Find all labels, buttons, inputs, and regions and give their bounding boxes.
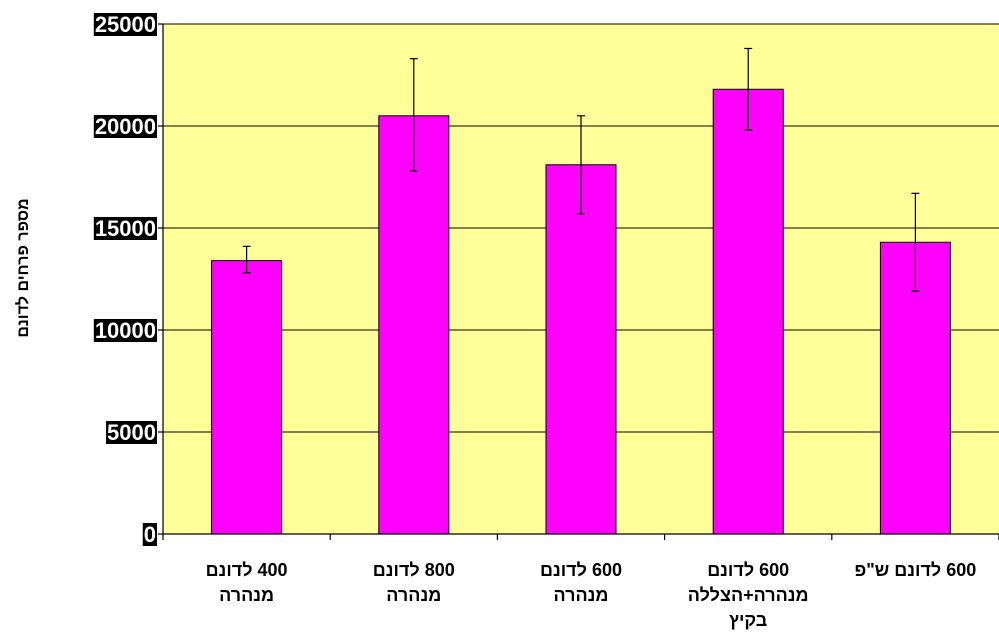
y-tick-text: 5000 [107, 420, 156, 445]
bar-4 [712, 88, 784, 535]
bars [211, 88, 951, 535]
x-tick-labels: 400 לדונם מנהרה 800 לדונם מנהרה 600 לדונם מנה… [206, 560, 977, 630]
bar-2 [378, 115, 450, 535]
error-bars [242, 47, 920, 292]
y-axis-label: מספר פרחים לדונם [14, 198, 32, 337]
y-tick-label-15000: 15000 [93, 216, 157, 241]
y-tick-labels: 0 5000 10000 15000 20000 25000 [93, 12, 157, 547]
y-tick-label-10000: 10000 [93, 318, 157, 343]
y-tick-label-20000: 20000 [93, 114, 157, 139]
error-bar-4 [744, 47, 753, 131]
x-tick-label-3: 600 לדונם מנהרה [540, 560, 622, 605]
y-tick-text: 15000 [95, 216, 156, 241]
axes [158, 23, 999, 540]
x-tick-label-4: 600 לדונם מנהרה+הצללה בקיץ [688, 560, 809, 630]
x-tick-label-5: 600 לדונם ש"פ [855, 560, 977, 580]
x-tick-label-2: 800 לדונם מנהרה [373, 560, 455, 605]
bar-3 [545, 164, 617, 535]
error-bar-3 [577, 115, 585, 215]
y-tick-text: 10000 [95, 318, 156, 343]
x-tick-label-1: 400 לדונם מנהרה [206, 560, 288, 605]
y-tick-label-25000: 25000 [93, 12, 157, 37]
y-tick-label-0: 0 [142, 522, 157, 547]
y-tick-text: 20000 [95, 114, 156, 139]
y-tick-text: 0 [144, 522, 156, 547]
error-bar-2 [409, 58, 418, 172]
y-tick-text: 25000 [95, 12, 156, 37]
y-tick-label-5000: 5000 [106, 420, 157, 445]
bar-1 [211, 260, 283, 535]
error-bar-5 [911, 192, 920, 292]
error-bar-1 [242, 245, 251, 274]
